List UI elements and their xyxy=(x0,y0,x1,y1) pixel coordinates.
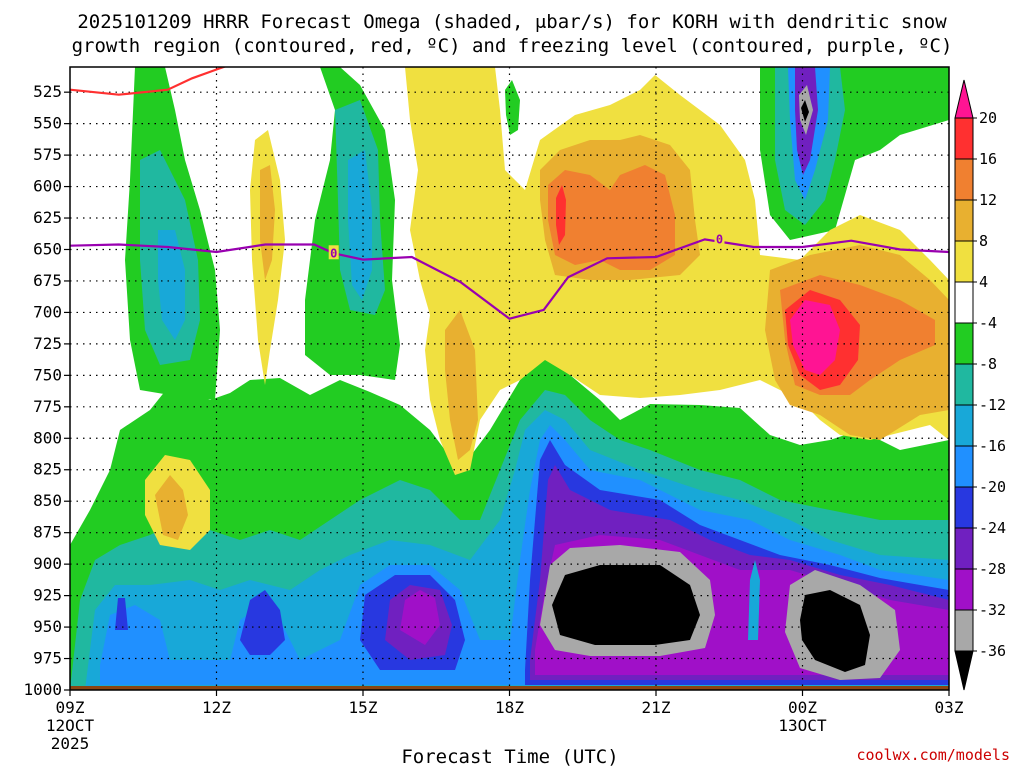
omega-narrow-column xyxy=(748,560,760,640)
freezing-level-labels: 00 xyxy=(328,231,725,260)
y-tick-label: 950 xyxy=(33,617,62,636)
freezing-level-label-bg xyxy=(714,231,725,246)
colorbar-segment xyxy=(954,117,974,160)
colorbar-label: -12 xyxy=(979,396,1006,414)
colorbar-label: -4 xyxy=(979,314,997,332)
x-tick-date-label: 12OCT xyxy=(46,716,95,735)
freezing-level-contour xyxy=(70,238,949,320)
colorbar: 20 16 12 8 4 -4 -8 -12 -16 -20 -24 -28 -32 -36 xyxy=(954,79,1006,691)
colorbar-label: 8 xyxy=(979,232,988,250)
colorbar-label: 20 xyxy=(979,109,997,127)
colorbar-label: -28 xyxy=(979,560,1006,578)
y-tick-label: 900 xyxy=(33,554,62,573)
omega-region-minus16-upper-mid xyxy=(348,150,372,300)
y-tick-label: 975 xyxy=(33,649,62,668)
x-tick-label: 09Z xyxy=(56,698,85,717)
y-tick-label: 725 xyxy=(33,334,62,353)
x-tick-label: 00Z xyxy=(788,698,817,717)
colorbar-label: 16 xyxy=(979,150,997,168)
omega-region-minus16-upper-left xyxy=(158,230,185,340)
omega-region-plus12-center xyxy=(548,165,675,270)
colorbar-segment xyxy=(954,486,974,529)
y-tick-label: 700 xyxy=(33,302,62,321)
y-tick-label: 850 xyxy=(33,491,62,510)
colorbar-label: 12 xyxy=(979,191,997,209)
x-tick-label: 03Z xyxy=(935,698,964,717)
omega-core-black-west xyxy=(552,565,700,645)
colorbar-segment xyxy=(954,404,974,447)
omega-descent-shading xyxy=(145,67,949,550)
colorbar-segment xyxy=(954,363,974,406)
colorbar-top-arrow xyxy=(954,79,974,119)
omega-region-plus8-lower xyxy=(445,310,478,460)
colorbar-label: -20 xyxy=(979,478,1006,496)
colorbar-label: -32 xyxy=(979,601,1006,619)
y-axis: 525 550 575 600 625 650 675 700 725 750 775 800 825 8… xyxy=(23,82,70,699)
colorbar-label: -24 xyxy=(979,519,1006,537)
colorbar-segment xyxy=(954,281,974,324)
y-tick-label: 550 xyxy=(33,114,62,133)
y-tick-label: 1000 xyxy=(23,680,62,699)
y-tick-label: 525 xyxy=(33,82,62,101)
surface-ground-strip xyxy=(70,686,949,690)
y-tick-label: 800 xyxy=(33,428,62,447)
colorbar-segment xyxy=(954,568,974,611)
credit-text: coolwx.com/models xyxy=(856,746,1010,764)
chart-title-line1: 2025101209 HRRR Forecast Omega (shaded, … xyxy=(77,11,947,33)
x-tick-year-label: 2025 xyxy=(51,734,90,753)
freezing-level-label: 0 xyxy=(330,246,337,260)
y-tick-label: 775 xyxy=(33,397,62,416)
omega-core-black-east xyxy=(800,590,870,672)
omega-region-plus16-center xyxy=(556,185,566,245)
y-tick-label: 575 xyxy=(33,145,62,164)
colorbar-label: -16 xyxy=(979,437,1006,455)
y-tick-label: 625 xyxy=(33,208,62,227)
colorbar-segment xyxy=(954,445,974,488)
x-tick-date-label: 13OCT xyxy=(778,716,827,735)
omega-region-plus8-left xyxy=(260,165,275,280)
colorbar-bottom-arrow xyxy=(954,650,974,691)
omega-region-plus8-isolated xyxy=(155,475,188,540)
colorbar-segment xyxy=(954,199,974,242)
x-axis-label: Forecast Time (UTC) xyxy=(401,746,618,768)
omega-region-minus8-thin xyxy=(505,80,520,135)
plot-area: 00 xyxy=(70,67,949,690)
x-tick-label: 21Z xyxy=(642,698,671,717)
x-tick-label: 12Z xyxy=(202,698,231,717)
x-tick-label: 18Z xyxy=(495,698,524,717)
y-tick-label: 925 xyxy=(33,586,62,605)
freezing-level-label-bg xyxy=(328,245,339,260)
y-tick-label: 675 xyxy=(33,271,62,290)
y-tick-label: 875 xyxy=(33,523,62,542)
colorbar-segment xyxy=(954,322,974,365)
colorbar-segment xyxy=(954,609,974,652)
y-tick-label: 750 xyxy=(33,365,62,384)
colorbar-label: -36 xyxy=(979,642,1006,660)
y-tick-label: 825 xyxy=(33,460,62,479)
x-tick-label: 15Z xyxy=(349,698,378,717)
chart-title-line2: growth region (contoured, red, ºC) and f… xyxy=(72,35,953,57)
colorbar-label: 4 xyxy=(979,273,988,291)
colorbar-segment xyxy=(954,527,974,570)
colorbar-segment xyxy=(954,240,974,283)
y-tick-label: 650 xyxy=(33,239,62,258)
colorbar-label: -8 xyxy=(979,355,997,373)
omega-region-plus20-right xyxy=(790,300,840,375)
colorbar-segment xyxy=(954,158,974,201)
omega-ascent-shading xyxy=(70,67,949,690)
y-tick-label: 600 xyxy=(33,177,62,196)
freezing-level-label: 0 xyxy=(716,232,723,246)
omega-core-black-upper-right xyxy=(801,100,809,122)
